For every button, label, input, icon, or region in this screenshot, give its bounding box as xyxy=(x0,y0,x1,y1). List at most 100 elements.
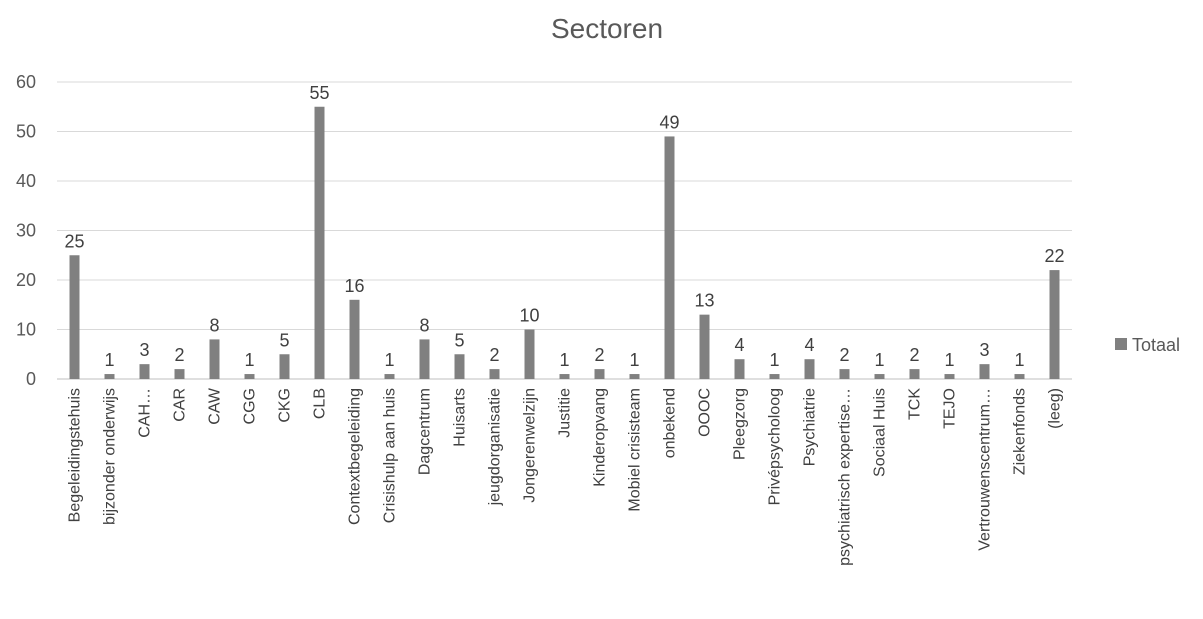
x-tick-label: bijzonder onderwijs xyxy=(102,388,119,525)
data-label: 2 xyxy=(909,345,919,365)
data-label: 8 xyxy=(209,315,219,335)
x-tick-label: CLB xyxy=(312,388,329,419)
data-label: 1 xyxy=(384,350,394,370)
bar xyxy=(734,359,745,379)
bar xyxy=(174,369,185,379)
legend-swatch xyxy=(1115,338,1127,350)
x-tick-label: (leeg) xyxy=(1047,388,1064,429)
bar xyxy=(839,369,850,379)
legend-label-totaal: Totaal xyxy=(1132,335,1180,355)
legend: Totaal xyxy=(1115,335,1180,355)
x-tick-label: Justitie xyxy=(557,388,574,438)
x-tick-label: OOOC xyxy=(697,388,714,437)
bar xyxy=(804,359,815,379)
bar xyxy=(279,354,290,379)
chart-title: Sectoren xyxy=(551,13,663,44)
bar xyxy=(979,364,990,379)
data-label: 55 xyxy=(309,83,329,103)
x-tick-label: CAH… xyxy=(137,388,154,438)
data-label: 13 xyxy=(694,291,714,311)
bar xyxy=(594,369,605,379)
x-tick-label: CAR xyxy=(172,388,189,422)
bar xyxy=(1049,270,1060,379)
data-label: 2 xyxy=(489,345,499,365)
bar xyxy=(489,369,500,379)
x-tick-label: Kinderopvang xyxy=(592,388,609,487)
bar xyxy=(419,339,430,379)
y-tick-label: 60 xyxy=(16,72,36,92)
data-label: 5 xyxy=(454,330,464,350)
data-label: 4 xyxy=(804,335,814,355)
bar xyxy=(454,354,465,379)
bar xyxy=(909,369,920,379)
data-label: 2 xyxy=(839,345,849,365)
x-tick-label: TCK xyxy=(907,388,924,420)
bar xyxy=(559,374,570,379)
data-label: 4 xyxy=(734,335,744,355)
data-label: 1 xyxy=(944,350,954,370)
bar xyxy=(699,314,710,379)
bar xyxy=(314,106,325,379)
bar xyxy=(664,136,675,379)
data-label: 1 xyxy=(629,350,639,370)
y-tick-label: 50 xyxy=(16,122,36,142)
bar xyxy=(244,374,255,379)
x-tick-label: Contextbegeleiding xyxy=(347,388,364,525)
bar xyxy=(629,374,640,379)
data-label: 25 xyxy=(64,231,84,251)
data-label: 8 xyxy=(419,315,429,335)
y-tick-label: 20 xyxy=(16,270,36,290)
gridlines xyxy=(57,81,1072,380)
bar xyxy=(139,364,150,379)
data-label: 3 xyxy=(979,340,989,360)
data-label: 10 xyxy=(519,306,539,326)
x-tick-label: CKG xyxy=(277,388,294,423)
data-label: 1 xyxy=(559,350,569,370)
y-tick-label: 30 xyxy=(16,221,36,241)
x-tick-label: Huisarts xyxy=(452,388,469,447)
x-tick-label: Begeleidingstehuis xyxy=(67,388,84,522)
x-tick-label: Ziekenfonds xyxy=(1012,388,1029,475)
x-tick-label: CGG xyxy=(242,388,259,424)
data-label: 49 xyxy=(659,112,679,132)
data-label: 1 xyxy=(874,350,884,370)
x-tick-label: Jongerenwelzijn xyxy=(522,388,539,503)
bar xyxy=(69,255,80,379)
bar xyxy=(349,299,360,379)
data-label: 1 xyxy=(104,350,114,370)
x-tick-label: Dagcentrum xyxy=(417,388,434,475)
x-tick-label: Psychiatrie xyxy=(802,388,819,466)
data-label: 2 xyxy=(594,345,604,365)
bar xyxy=(209,339,220,379)
bars xyxy=(69,106,1060,379)
data-label: 3 xyxy=(139,340,149,360)
bar xyxy=(384,374,395,379)
x-tick-label: Mobiel crisisteam xyxy=(627,388,644,512)
data-label: 1 xyxy=(244,350,254,370)
x-tick-label: Crisishulp aan huis xyxy=(382,388,399,523)
x-tick-label: jeugdorganisatie xyxy=(487,388,504,507)
data-label: 2 xyxy=(174,345,184,365)
bar xyxy=(769,374,780,379)
data-label: 22 xyxy=(1044,246,1064,266)
x-tick-label: onbekend xyxy=(662,388,679,458)
x-tick-label: Pleegzorg xyxy=(732,388,749,460)
y-axis: 0 10 20 30 40 50 60 xyxy=(16,72,36,389)
bar xyxy=(104,374,115,379)
x-axis: Begeleidingstehuis bijzonder onderwijs CAH… xyxy=(67,387,1064,566)
x-tick-label: Privépsycholoog xyxy=(767,388,784,505)
x-tick-label: Sociaal Huis xyxy=(872,388,889,477)
y-tick-label: 0 xyxy=(26,369,36,389)
data-label: 1 xyxy=(769,350,779,370)
y-tick-label: 10 xyxy=(16,320,36,340)
y-tick-label: 40 xyxy=(16,171,36,191)
bar xyxy=(524,329,535,379)
bar xyxy=(1014,374,1025,379)
data-label: 1 xyxy=(1014,350,1024,370)
bar xyxy=(944,374,955,379)
bar xyxy=(874,374,885,379)
x-tick-label: CAW xyxy=(207,387,224,425)
data-label: 16 xyxy=(344,276,364,296)
